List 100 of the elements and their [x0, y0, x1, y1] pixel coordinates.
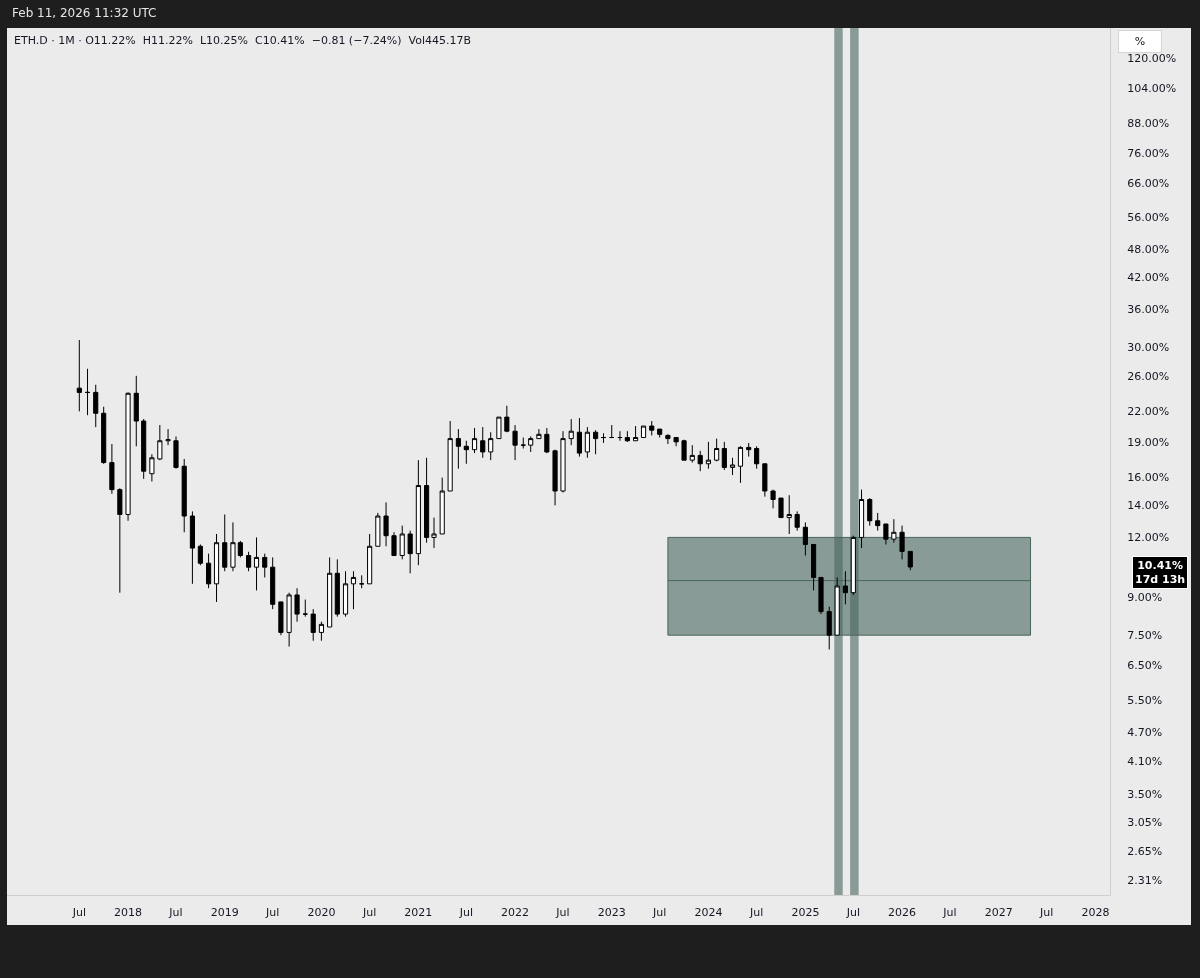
candlestick — [640, 425, 647, 439]
candlestick — [560, 430, 566, 493]
y-tick-label: 2.65% — [1127, 845, 1163, 859]
candlestick — [762, 463, 768, 498]
candlestick — [850, 535, 856, 596]
y-tick-label: 12.00% — [1127, 531, 1170, 545]
candlestick — [528, 435, 534, 453]
x-tick-label: 2024 — [694, 906, 723, 920]
candlestick — [246, 551, 252, 572]
candlestick — [867, 497, 873, 527]
x-tick-label: 2025 — [791, 906, 820, 920]
candlestick — [729, 457, 736, 476]
candlestick — [310, 608, 316, 642]
y-tick-label: 104.00% — [1127, 82, 1177, 96]
y-tick-label: 66.00% — [1127, 176, 1170, 190]
candlestick — [858, 489, 865, 549]
candlestick — [609, 424, 615, 439]
y-tick-label: 42.00% — [1127, 270, 1170, 284]
text: % — [1134, 35, 1146, 48]
candlestick — [786, 494, 792, 535]
candlestick — [496, 416, 502, 440]
candlestick — [181, 458, 187, 533]
candlestick — [262, 553, 268, 578]
candlestick — [76, 339, 82, 412]
candlestick — [93, 384, 99, 428]
candlestick — [907, 550, 913, 571]
candlestick — [391, 531, 397, 557]
candlestick — [600, 432, 607, 444]
candlestick — [367, 533, 373, 585]
candlestick — [133, 375, 139, 447]
candlestick — [84, 368, 91, 416]
candlestick — [189, 510, 195, 585]
candlestick — [294, 587, 300, 623]
candlestick — [286, 592, 292, 648]
candlestick — [568, 418, 574, 446]
x-tick-label: Jul — [942, 906, 957, 920]
x-tick-label: Jul — [168, 906, 183, 920]
candlestick — [480, 426, 486, 459]
candlestick — [665, 434, 671, 445]
x-tick-label: 2023 — [597, 906, 626, 920]
candlestick — [327, 556, 333, 628]
candlestick — [737, 445, 744, 484]
x-tick-label: Jul — [71, 906, 86, 920]
x-tick-label: 2022 — [501, 906, 530, 920]
candlestick — [270, 556, 276, 610]
candlestick — [584, 426, 590, 459]
candlestick — [721, 441, 727, 471]
y-tick-label: 36.00% — [1127, 302, 1170, 316]
candlestick — [778, 497, 784, 519]
candlestick — [334, 558, 340, 618]
candlestick — [157, 424, 163, 461]
y-tick-label: 19.00% — [1127, 435, 1170, 449]
candlestick — [253, 536, 260, 591]
x-tick-label: Jul — [1039, 906, 1054, 920]
y-tick-label: 56.00% — [1127, 210, 1170, 224]
y-tick-label: 3.50% — [1127, 787, 1163, 801]
y-tick-label: 26.00% — [1127, 370, 1170, 384]
candlestick — [714, 438, 720, 462]
y-tick-label: 22.00% — [1127, 405, 1170, 419]
candlestick — [544, 427, 550, 454]
candlestick — [415, 459, 421, 566]
x-tick-label: Jul — [458, 906, 473, 920]
candlestick — [149, 453, 155, 483]
candlestick — [488, 431, 494, 461]
candlestick — [278, 601, 284, 636]
x-tick-label: 2019 — [210, 906, 239, 920]
y-tick-label: 3.05% — [1127, 816, 1163, 830]
candlestick — [754, 445, 760, 470]
candlestick — [383, 501, 389, 547]
x-tick-label: 2028 — [1081, 906, 1110, 920]
candlestick — [399, 525, 405, 560]
x-tick-label: Jul — [652, 906, 667, 920]
y-tick-label: 4.10% — [1127, 754, 1163, 768]
candlestick — [624, 430, 630, 443]
y-tick-label: 14.00% — [1127, 499, 1170, 513]
candlestick — [536, 428, 542, 440]
y-tick-label: 4.70% — [1127, 726, 1163, 740]
candlestick — [318, 621, 324, 642]
candlestick — [697, 450, 703, 472]
candlestick — [633, 425, 639, 442]
candlestick — [447, 420, 453, 492]
x-tick-label: 2020 — [307, 906, 336, 920]
candlestick — [794, 510, 800, 532]
x-tick-label: Jul — [749, 906, 764, 920]
candlestick — [463, 440, 469, 465]
candlestick — [125, 391, 131, 522]
candlestick — [197, 543, 203, 566]
candlestick — [834, 576, 840, 636]
candlestick — [657, 428, 663, 439]
candlestick — [342, 570, 349, 618]
x-tick-label: 2026 — [888, 906, 917, 920]
candlestick — [230, 521, 236, 572]
x-tick-label: 2018 — [114, 906, 143, 920]
candlestick — [802, 521, 808, 557]
x-tick-label: Jul — [555, 906, 570, 920]
candlestick — [359, 574, 365, 589]
y-tick-label: 2.31% — [1127, 873, 1163, 887]
candlestick — [141, 418, 147, 480]
candlestick — [689, 444, 695, 464]
y-tick-label: 6.50% — [1127, 658, 1163, 672]
